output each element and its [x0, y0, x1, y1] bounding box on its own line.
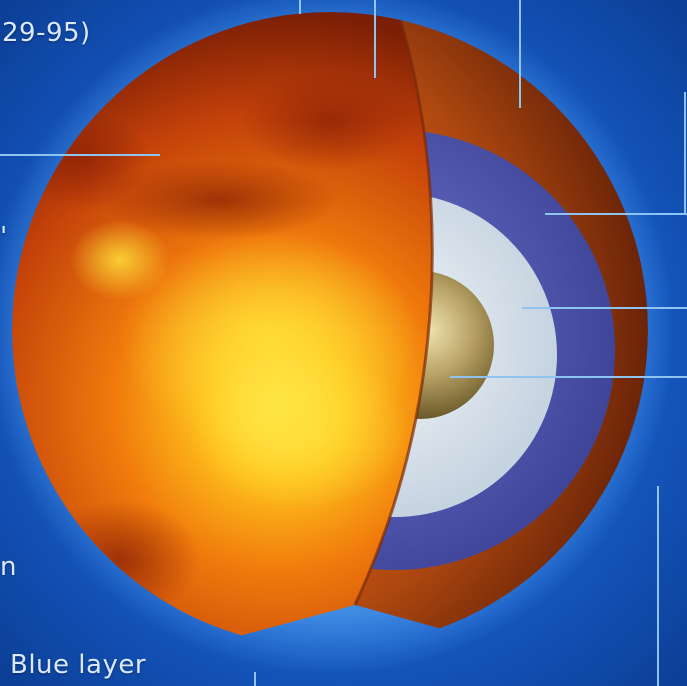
- surface-hemisphere: [12, 12, 433, 648]
- cutaway-layers: [12, 12, 648, 648]
- partial-label-left: n: [0, 552, 17, 582]
- blue-layer-label: Blue layer: [10, 650, 147, 680]
- cut-edge: [353, 12, 434, 606]
- partial-label-mark: ': [0, 222, 8, 252]
- partial-label-top: 29-95): [2, 18, 91, 48]
